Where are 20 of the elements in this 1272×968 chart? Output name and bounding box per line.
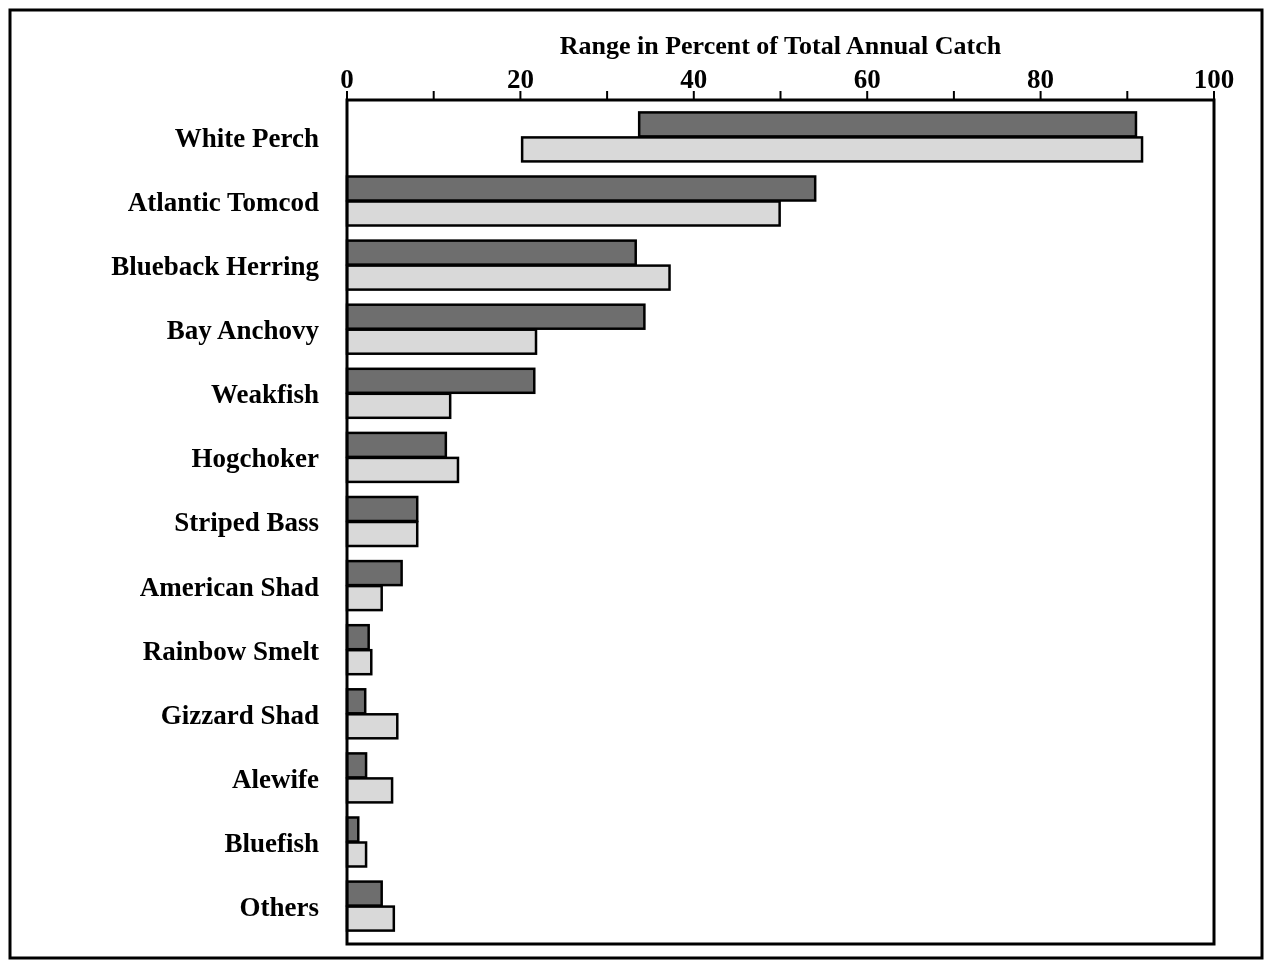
y-tick-label: Alewife (232, 763, 320, 794)
x-tick-label: 60 (853, 64, 881, 94)
x-tick-label: 100 (1193, 64, 1235, 94)
y-tick-label: Gizzard Shad (160, 699, 319, 730)
x-tick-label: 0 (340, 64, 354, 94)
x-tick-label: 80 (1027, 64, 1055, 94)
y-tick-label: Bay Anchovy (166, 315, 320, 346)
y-tick-label: Rainbow Smelt (142, 635, 320, 666)
y-tick-label: Bluefish (224, 827, 319, 858)
x-tick-label: 20 (506, 64, 534, 94)
y-tick-label: Atlantic Tomcod (127, 186, 319, 217)
y-tick-label: American Shad (139, 571, 319, 602)
x-tick-label: 40 (680, 64, 708, 94)
y-tick-label: Weakfish (210, 379, 319, 410)
x-axis-title: Range in Percent of Total Annual Catch (559, 31, 1002, 60)
y-tick-label: White Perch (174, 122, 319, 153)
y-tick-label: Striped Bass (174, 507, 319, 538)
y-tick-label: Others (239, 892, 319, 923)
y-tick-label: Hogchoker (191, 443, 319, 474)
y-tick-label: Blueback Herring (111, 251, 320, 282)
